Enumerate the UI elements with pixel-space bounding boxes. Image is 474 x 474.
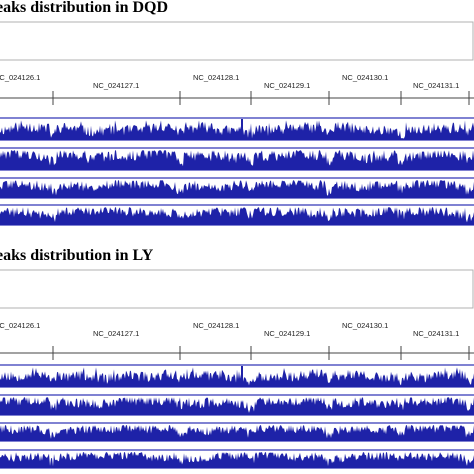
dqd-coverage-area-4 (0, 207, 474, 225)
chr-label-dqd-6: NC_024131.1 (413, 81, 459, 90)
panel-ly: eaks distribution in LY NC_024126.1 NC_0… (0, 247, 474, 469)
track-group-ly (0, 364, 474, 469)
dqd-coverage-area-3 (0, 180, 474, 198)
ly-track-4 (0, 449, 474, 469)
chr-label-ly-6: NC_024131.1 (413, 329, 459, 338)
ly-coverage-area-2 (0, 397, 474, 415)
chr-label-dqd-4: NC_024129.1 (264, 81, 310, 90)
chr-label-ly-3: NC_024128.1 (193, 321, 239, 330)
chr-label-dqd-3: NC_024128.1 (193, 73, 239, 82)
chr-label-ly-1: NC_024126.1 (0, 321, 40, 330)
ly-coverage-area-1 (0, 367, 474, 387)
dqd-track-1 (0, 117, 474, 141)
dqd-coverage-area-1 (0, 120, 474, 140)
ly-coverage-area-3 (0, 425, 474, 441)
chr-label-dqd-1: NC_024126.1 (0, 73, 40, 82)
ly-track-3 (0, 422, 474, 442)
panel-title-ly: eaks distribution in LY (0, 247, 154, 264)
ly-track-2 (0, 394, 474, 416)
dqd-track-2 (0, 147, 474, 171)
chr-label-dqd-5: NC_024130.1 (342, 73, 388, 82)
chr-label-dqd-2: NC_024127.1 (93, 81, 139, 90)
panel-dqd: eaks distribution in DQD NC_024126.1 NC_… (0, 0, 474, 226)
overview-frame-ly (0, 269, 474, 309)
ly-coverage-area-4 (0, 452, 474, 468)
chr-label-ly-2: NC_024127.1 (93, 329, 139, 338)
dqd-track-4 (0, 204, 474, 226)
chr-label-ly-5: NC_024130.1 (342, 321, 388, 330)
dqd-coverage-area-2 (0, 150, 474, 170)
overview-frame-dqd (0, 21, 474, 61)
panel-title-dqd: eaks distribution in DQD (0, 0, 168, 16)
track-group-dqd (0, 117, 474, 226)
chr-label-ly-4: NC_024129.1 (264, 329, 310, 338)
chromosome-ruler-ly: NC_024126.1 NC_024127.1 NC_024128.1 NC_0… (0, 321, 474, 360)
ly-track-1 (0, 364, 474, 388)
chromosome-ruler-dqd: NC_024126.1 NC_024127.1 NC_024128.1 NC_0… (0, 73, 474, 105)
dqd-track-3 (0, 177, 474, 199)
